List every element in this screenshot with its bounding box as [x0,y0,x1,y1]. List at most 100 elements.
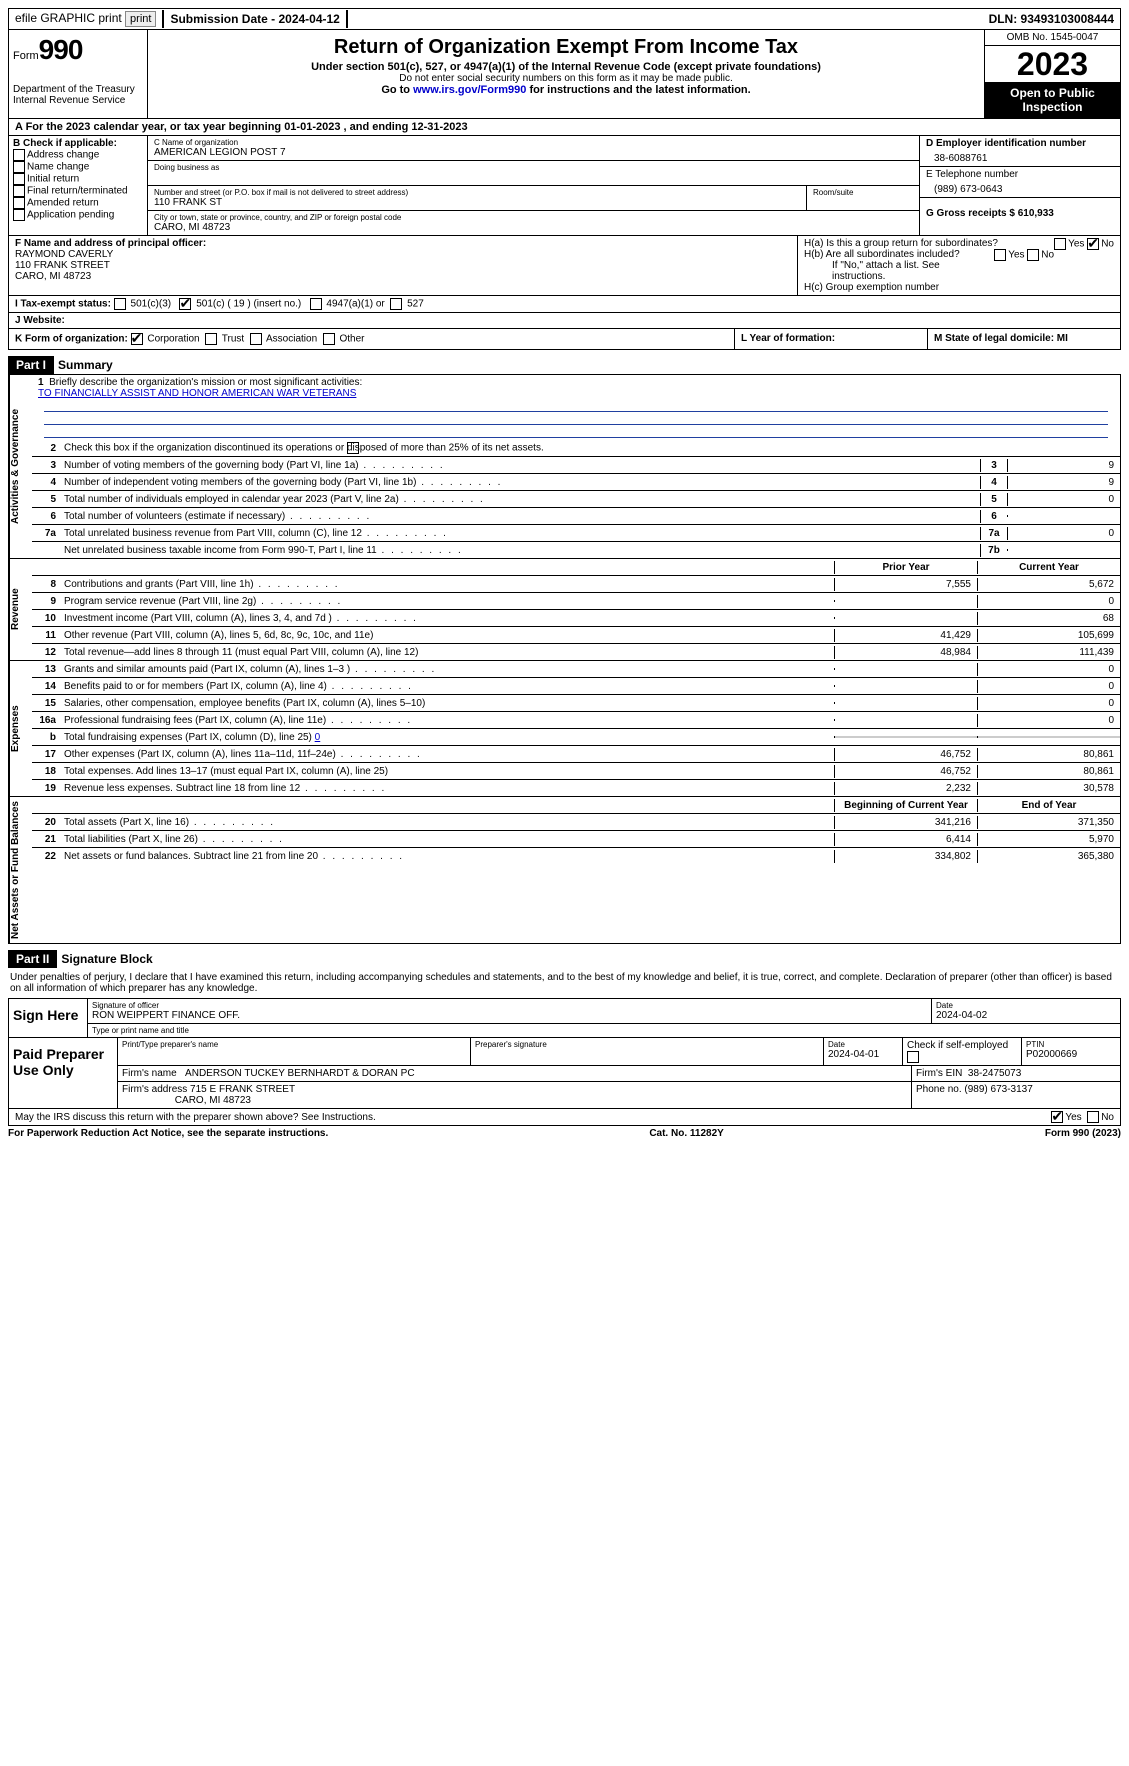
hc: H(c) Group exemption number [804,282,1114,293]
part1-header: Part ISummary [8,350,1121,374]
rev-section: Revenue Prior YearCurrent Year 8Contribu… [9,558,1120,660]
c-dba: Doing business as [148,161,919,186]
g-receipts: G Gross receipts $ 610,933 [920,198,1120,221]
row-klm: K Form of organization: Corporation Trus… [8,329,1121,350]
top-bar: efile GRAPHIC print print Submission Dat… [8,8,1121,30]
header-right: OMB No. 1545-0047 2023 Open to Public In… [984,30,1120,118]
efile-label: efile GRAPHIC print print [9,9,162,29]
l-year: L Year of formation: [735,329,928,349]
prep-title: Paid Preparer Use Only [9,1038,118,1108]
net-21: 21Total liabilities (Part X, line 26)6,4… [32,831,1120,848]
i-501c3[interactable] [114,298,126,310]
gov-7a: 7aTotal unrelated business revenue from … [32,525,1120,542]
rev-12: 12Total revenue—add lines 8 through 11 (… [32,644,1120,660]
ha: H(a) Is this a group return for subordin… [804,238,1114,249]
k-assoc[interactable] [250,333,262,345]
rev-9: 9Program service revenue (Part VIII, lin… [32,593,1120,610]
m-state: M State of legal domicile: MI [928,329,1120,349]
row-j: J Website: [8,313,1121,329]
k-form-org: K Form of organization: Corporation Trus… [9,329,735,349]
gov-4: 4Number of independent voting members of… [32,474,1120,491]
gov-5: 5Total number of individuals employed in… [32,491,1120,508]
print-button[interactable]: print [125,11,156,27]
footer-right: Form 990 (2023) [1045,1128,1121,1139]
gov-section: Activities & Governance 1 Briefly descri… [9,375,1120,558]
open-inspection: Open to Public Inspection [985,82,1120,118]
net-side: Net Assets or Fund Balances [9,797,32,943]
exp-18: 18Total expenses. Add lines 13–17 (must … [32,763,1120,780]
k-corp[interactable] [131,333,143,345]
b-opt-4[interactable]: Amended return [13,197,143,209]
rev-11: 11Other revenue (Part VIII, column (A), … [32,627,1120,644]
header-sub2: Do not enter social security numbers on … [154,73,978,84]
net-22: 22Net assets or fund balances. Subtract … [32,848,1120,864]
ha-yes[interactable] [1054,238,1066,250]
prep-self-emp: Check if self-employed [903,1038,1022,1065]
header-left: Form990 Department of the Treasury Inter… [9,30,148,118]
exp-14: 14Benefits paid to or for members (Part … [32,678,1120,695]
hb-no[interactable] [1027,249,1039,261]
exp-16b: bTotal fundraising expenses (Part IX, co… [32,729,1120,746]
dept-label: Department of the Treasury Internal Reve… [13,84,143,106]
discuss-no[interactable] [1087,1111,1099,1123]
col-b: B Check if applicable: Address change Na… [9,136,148,235]
gov-3: 3Number of voting members of the governi… [32,457,1120,474]
sign-here-label: Sign Here [9,999,88,1037]
prep-sig: Preparer's signature [471,1038,824,1065]
b-opt-1[interactable]: Name change [13,161,143,173]
b-opt-0[interactable]: Address change [13,149,143,161]
i-501c[interactable] [179,298,191,310]
gov-2: 2Check this box if the organization disc… [32,440,1120,457]
row-fh: F Name and address of principal officer:… [8,236,1121,296]
sig-declaration: Under penalties of perjury, I declare th… [8,968,1121,998]
c-room: Room/suite [807,186,919,210]
gov-2-chk[interactable] [347,442,359,454]
c-name: C Name of organization AMERICAN LEGION P… [148,136,919,161]
irs-link[interactable]: www.irs.gov/Form990 [413,84,526,96]
rev-8: 8Contributions and grants (Part VIII, li… [32,576,1120,593]
prep-print-name: Print/Type preparer's name [118,1038,471,1065]
hb-yes[interactable] [994,249,1006,261]
header-sub1: Under section 501(c), 527, or 4947(a)(1)… [154,61,978,73]
exp-13: 13Grants and similar amounts paid (Part … [32,661,1120,678]
row-i: I Tax-exempt status: 501(c)(3) 501(c) ( … [8,296,1121,313]
gov-7b: Net unrelated business taxable income fr… [32,542,1120,558]
k-trust[interactable] [205,333,217,345]
k-other[interactable] [323,333,335,345]
b-opt-3[interactable]: Final return/terminated [13,185,143,197]
part1-body: Activities & Governance 1 Briefly descri… [8,374,1121,944]
omb-number: OMB No. 1545-0047 [985,30,1120,46]
prep-date: Date2024-04-01 [824,1038,903,1065]
rev-hdr: Prior YearCurrent Year [32,559,1120,576]
rev-side: Revenue [9,559,32,660]
i-527[interactable] [390,298,402,310]
f-officer: F Name and address of principal officer:… [9,236,798,295]
exp-19: 19Revenue less expenses. Subtract line 1… [32,780,1120,796]
prep-ptin: PTINP02000669 [1022,1038,1120,1065]
exp-side: Expenses [9,661,32,796]
form-number: Form990 [13,34,143,66]
hb-note: If "No," attach a list. See instructions… [804,260,1114,282]
exp-section: Expenses 13Grants and similar amounts pa… [9,660,1120,796]
sig-officer: Signature of officerRON WEIPPERT FINANCE… [88,999,932,1023]
hb: H(b) Are all subordinates included? Yes … [804,249,1114,260]
b-opt-5[interactable]: Application pending [13,209,143,221]
discuss-yes[interactable] [1051,1111,1063,1123]
part2-header: Part IISignature Block [8,944,1121,968]
i-4947[interactable] [310,298,322,310]
gov-1: 1 Briefly describe the organization's mi… [32,375,1120,440]
prep-firm-addr: Firm's address 715 E FRANK STREET CARO, … [118,1082,912,1108]
header-mid: Return of Organization Exempt From Incom… [148,30,984,118]
b-opt-2[interactable]: Initial return [13,173,143,185]
col-c: C Name of organization AMERICAN LEGION P… [148,136,919,235]
submission-date: Submission Date - 2024-04-12 [162,10,347,28]
section-bcdeg: B Check if applicable: Address change Na… [8,136,1121,236]
ha-no[interactable] [1087,238,1099,250]
c-city: City or town, state or province, country… [148,210,919,235]
paid-preparer-block: Paid Preparer Use Only Print/Type prepar… [8,1038,1121,1109]
b-title: B Check if applicable: [13,138,143,149]
gov-6: 6Total number of volunteers (estimate if… [32,508,1120,525]
rev-10: 10Investment income (Part VIII, column (… [32,610,1120,627]
net-section: Net Assets or Fund Balances Beginning of… [9,796,1120,943]
sign-here-block: Sign Here Signature of officerRON WEIPPE… [8,998,1121,1038]
